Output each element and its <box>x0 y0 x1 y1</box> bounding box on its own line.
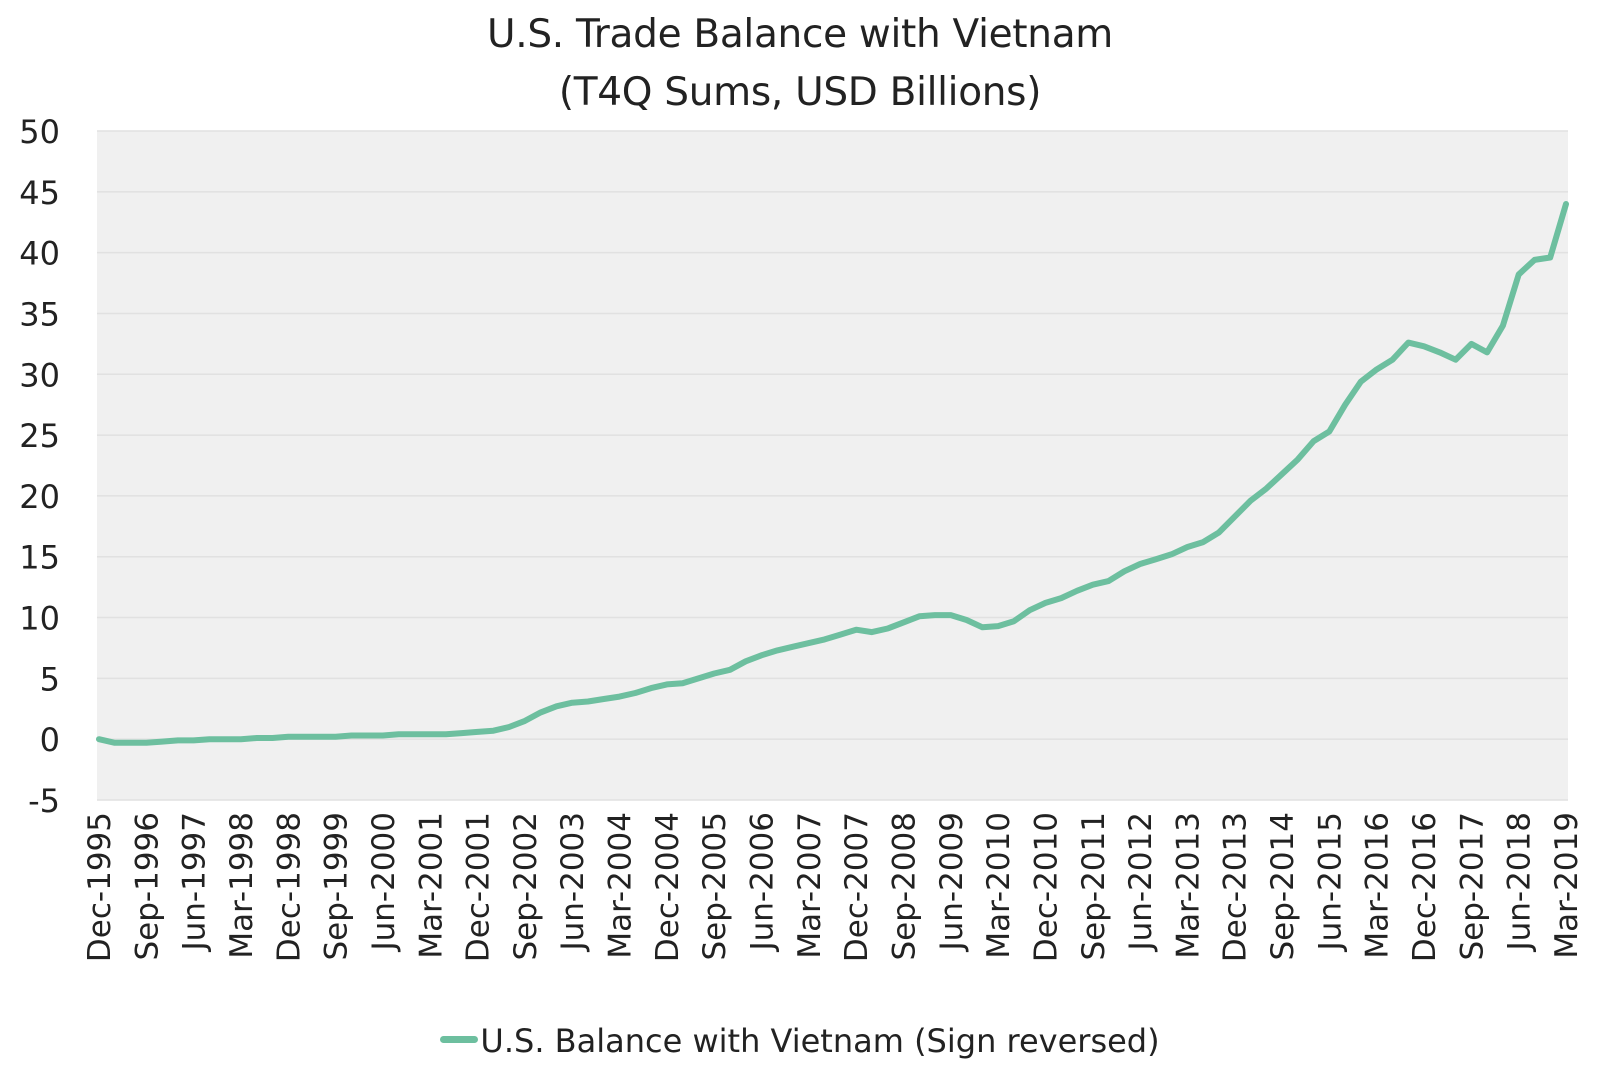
legend: U.S. Balance with Vietnam (Sign reversed… <box>0 1022 1600 1060</box>
y-tick-label: 0 <box>40 721 60 759</box>
x-tick-label: Mar-2019 <box>1549 812 1585 959</box>
x-tick-label: Sep-2002 <box>508 812 544 961</box>
x-tick-label: Jun-2018 <box>1502 812 1538 953</box>
y-tick-label: -5 <box>28 782 60 820</box>
x-tick-label: Dec-2001 <box>461 812 497 962</box>
x-tick-label: Dec-2016 <box>1407 812 1443 962</box>
x-tick-label: Jun-2012 <box>1123 812 1159 953</box>
x-tick-label: Mar-2004 <box>603 812 639 959</box>
x-axis: Dec-1995 Sep-1996 Jun-1997 Mar-1998 Dec-1998… <box>82 812 1585 962</box>
x-tick-label: Jun-2015 <box>1312 812 1348 953</box>
y-tick-label: 45 <box>19 174 60 212</box>
x-tick-label: Mar-2013 <box>1170 812 1206 959</box>
y-tick-label: 15 <box>19 539 60 577</box>
x-tick-label: Sep-1999 <box>319 812 355 961</box>
x-tick-label: Sep-2008 <box>886 812 922 961</box>
x-tick-label: Dec-2010 <box>1028 812 1064 962</box>
x-tick-label: Jun-2003 <box>555 812 591 953</box>
y-tick-label: 25 <box>19 417 60 455</box>
x-tick-label: Mar-1998 <box>224 812 260 959</box>
x-tick-label: Dec-2013 <box>1218 812 1254 962</box>
x-tick-label: Jun-1997 <box>177 812 213 953</box>
x-tick-label: Dec-1995 <box>82 812 118 962</box>
x-tick-label: Sep-1996 <box>129 812 165 961</box>
series-line-us-balance-vietnam <box>96 201 1569 746</box>
y-tick-label: 40 <box>19 235 60 273</box>
chart-title: U.S. Trade Balance with Vietnam <box>487 12 1113 57</box>
x-tick-label: Mar-2010 <box>981 812 1017 959</box>
y-tick-label: 35 <box>19 295 60 333</box>
legend-swatch <box>440 1035 479 1043</box>
y-tick-label: 5 <box>40 660 60 698</box>
series-group <box>96 201 1569 746</box>
x-tick-label: Jun-2000 <box>366 812 402 953</box>
x-tick-label: Dec-2004 <box>650 812 686 962</box>
x-tick-label: Mar-2001 <box>413 812 449 959</box>
x-tick-label: Sep-2005 <box>697 812 733 961</box>
x-tick-label: Dec-1998 <box>271 812 307 962</box>
y-tick-label: 30 <box>19 356 60 394</box>
x-tick-label: Jun-2006 <box>745 812 781 953</box>
x-tick-label: Mar-2016 <box>1360 812 1396 959</box>
x-tick-label: Jun-2009 <box>934 812 970 953</box>
x-tick-label: Sep-2017 <box>1454 812 1490 961</box>
x-tick-label: Dec-2007 <box>839 812 875 962</box>
legend-label: U.S. Balance with Vietnam (Sign reversed… <box>480 1022 1160 1060</box>
y-tick-label: 20 <box>19 478 60 516</box>
plot-area <box>97 131 1568 800</box>
x-tick-label: Sep-2011 <box>1076 812 1112 961</box>
y-tick-label: 10 <box>19 600 60 638</box>
x-tick-label: Mar-2007 <box>792 812 828 959</box>
chart-subtitle: (T4Q Sums, USD Billions) <box>558 70 1042 115</box>
y-tick-label: 50 <box>19 113 60 151</box>
y-axis: -5 0 5 10 15 20 25 30 35 40 45 50 <box>19 113 60 820</box>
x-tick-label: Sep-2014 <box>1265 812 1301 961</box>
